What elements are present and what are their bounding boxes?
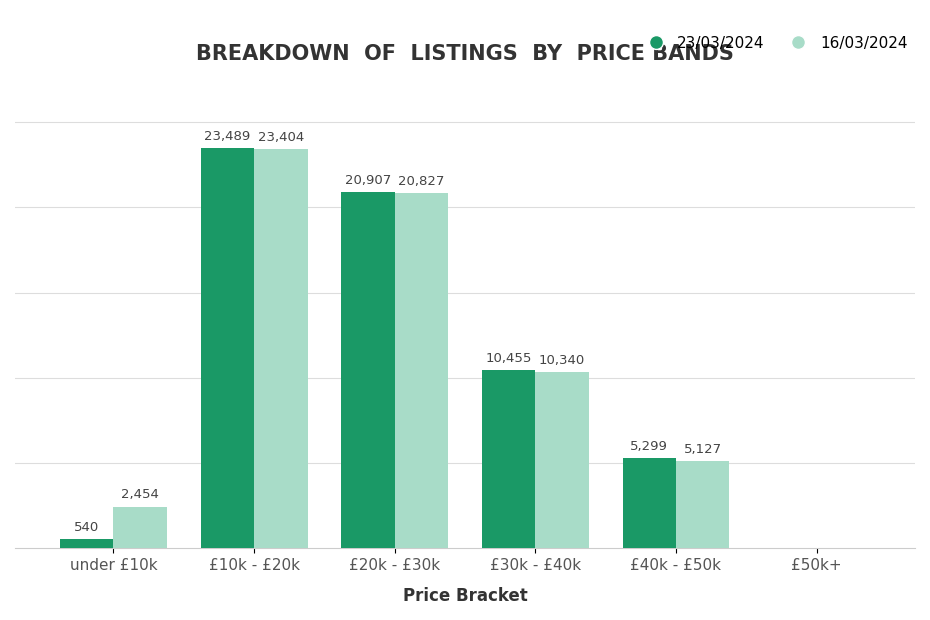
Text: 10,455: 10,455 [485,352,532,365]
Text: 20,907: 20,907 [345,174,392,187]
Text: 5,299: 5,299 [631,440,668,453]
Text: 20,827: 20,827 [398,175,445,188]
Text: 2,454: 2,454 [121,489,159,502]
Text: 540: 540 [74,521,100,534]
Bar [394,193,448,548]
Bar [113,507,166,548]
Text: 10,340: 10,340 [538,354,585,367]
Title: BREAKDOWN  OF  LISTINGS  BY  PRICE BANDS: BREAKDOWN OF LISTINGS BY PRICE BANDS [196,44,734,64]
Bar [201,148,254,548]
Text: 23,404: 23,404 [258,131,304,144]
Bar [482,370,536,548]
Text: 5,127: 5,127 [684,443,722,456]
Text: 23,489: 23,489 [205,130,250,143]
Bar [341,192,394,548]
Bar [676,461,729,548]
Bar [60,539,113,548]
Bar [622,458,676,548]
Bar [254,149,308,548]
Legend: 23/03/2024, 16/03/2024: 23/03/2024, 16/03/2024 [641,36,908,51]
X-axis label: Price Bracket: Price Bracket [403,587,527,605]
Bar [536,372,589,548]
